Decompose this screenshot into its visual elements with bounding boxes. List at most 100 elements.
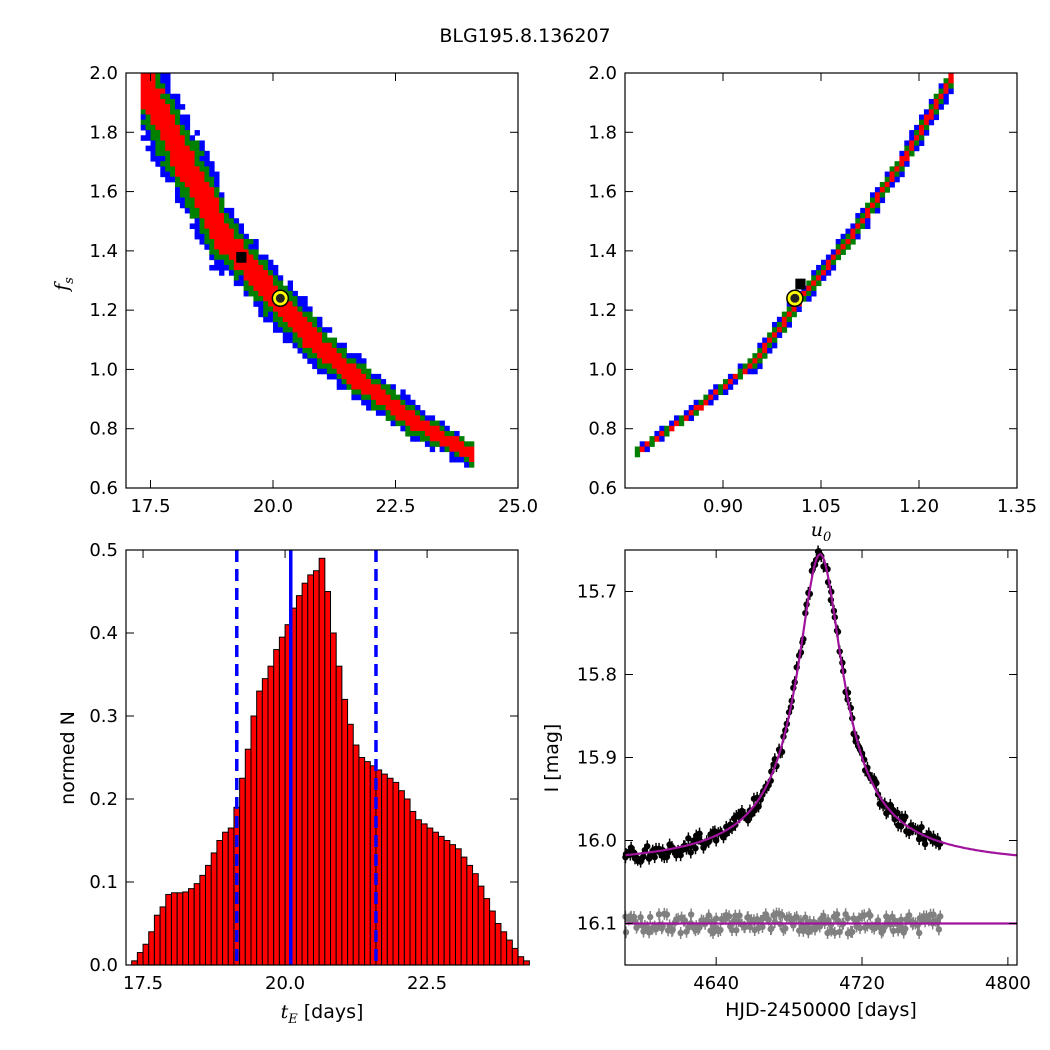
histogram-bar	[364, 761, 371, 966]
posterior-cell	[160, 156, 166, 162]
posterior-cell	[145, 73, 151, 79]
histogram-bar	[261, 678, 269, 966]
posterior-cell	[263, 311, 269, 318]
posterior-cell	[811, 280, 817, 287]
posterior-cell	[184, 124, 191, 131]
posterior-cell	[292, 337, 298, 344]
residual-point	[897, 916, 905, 923]
posterior-cell	[219, 202, 225, 209]
posterior-cell	[429, 441, 436, 447]
posterior-cell	[845, 228, 851, 235]
posterior-cell	[297, 316, 303, 323]
panel-fs-vs-u0: 0.90 1.05 1.20 1.35 0.6 0.8 1.0 1.2 1.4 1.6 1.8 2.0…	[588, 63, 1037, 545]
posterior-cell	[336, 384, 342, 390]
posterior-cell	[150, 130, 156, 136]
histogram-bar	[176, 892, 184, 966]
panel-fs-vs-te: 17.5 20.0 22.5 25.0 0.6 0.8 1.0 1.2 1.4 1.6 1.8 2.0…	[51, 63, 538, 517]
posterior-cell	[214, 254, 220, 261]
posterior-cell	[312, 347, 318, 354]
posterior-cell	[248, 285, 254, 292]
posterior-cell	[140, 124, 146, 131]
posterior-cell	[194, 161, 200, 167]
posterior-cell	[165, 88, 171, 95]
posterior-cell	[415, 415, 421, 421]
y-tick-label: 0.0	[89, 955, 118, 976]
posterior-cell	[287, 290, 293, 297]
residual-point	[717, 926, 724, 934]
posterior-cell	[361, 394, 367, 401]
posterior-cell	[894, 171, 900, 178]
posterior-cell	[390, 410, 396, 416]
posterior-cell	[899, 161, 905, 167]
posterior-cell	[170, 98, 176, 105]
posterior-cell	[277, 322, 284, 328]
posterior-cell	[322, 347, 328, 354]
posterior-cell	[904, 140, 910, 147]
posterior-cell	[410, 430, 416, 437]
light-curve-data	[622, 545, 1018, 940]
posterior-cell	[894, 166, 900, 172]
posterior-cell	[375, 389, 382, 396]
posterior-cell	[860, 218, 866, 224]
posterior-cell	[361, 379, 367, 385]
residual-point	[844, 914, 851, 922]
posterior-cell	[454, 446, 460, 453]
posterior-cell	[224, 264, 230, 271]
residual-point	[816, 923, 823, 930]
posterior-cell	[923, 114, 930, 121]
histogram-bar	[398, 790, 405, 966]
posterior-cell	[909, 145, 915, 152]
posterior-cell	[307, 327, 313, 333]
posterior-cell	[263, 306, 269, 313]
posterior-cell	[160, 109, 166, 115]
posterior-cell	[351, 379, 357, 385]
posterior-cell	[199, 223, 205, 230]
posterior-cell	[268, 311, 274, 318]
posterior-cell	[282, 322, 289, 328]
residual-point	[937, 913, 944, 920]
posterior-cell	[874, 192, 881, 198]
posterior-cell	[678, 420, 685, 427]
residual-point	[881, 923, 888, 930]
posterior-cell	[145, 104, 151, 110]
residual-point	[705, 912, 712, 919]
posterior-cell	[175, 93, 181, 100]
posterior-cell	[806, 280, 812, 287]
histogram-bar	[187, 888, 195, 966]
posterior-cell	[723, 379, 729, 385]
posterior-cell	[175, 181, 181, 188]
posterior-cell	[297, 347, 303, 354]
posterior-cell	[209, 187, 215, 193]
posterior-cell	[317, 368, 323, 375]
posterior-cell	[214, 202, 220, 209]
histogram-bar	[210, 852, 218, 966]
posterior-cell	[664, 430, 670, 437]
posterior-cell	[165, 83, 171, 89]
posterior-cell	[263, 296, 269, 302]
x-tick-label: 1.35	[997, 496, 1037, 517]
posterior-cell	[424, 436, 431, 442]
residual-point	[741, 923, 749, 931]
posterior-cell	[434, 436, 440, 442]
histogram-bar	[517, 956, 525, 966]
posterior-cell	[170, 150, 176, 157]
posterior-cell	[155, 93, 161, 100]
y-tick-label: 2.0	[89, 63, 118, 84]
posterior-cell	[189, 176, 195, 183]
posterior-cell	[170, 161, 176, 167]
posterior-cell	[258, 254, 264, 261]
posterior-cell	[140, 135, 146, 141]
posterior-cell	[390, 399, 396, 406]
posterior-cell	[184, 192, 191, 198]
posterior-cell	[326, 353, 333, 359]
posterior-cell	[273, 316, 279, 323]
data-point	[683, 845, 690, 852]
posterior-cell	[914, 124, 920, 131]
posterior-cell	[204, 244, 210, 250]
posterior-cell	[840, 244, 846, 250]
density-peak-cell	[236, 257, 242, 263]
posterior-cell	[228, 249, 235, 255]
posterior-cell	[224, 239, 230, 245]
posterior-cell	[429, 420, 436, 427]
posterior-cell	[669, 425, 675, 432]
